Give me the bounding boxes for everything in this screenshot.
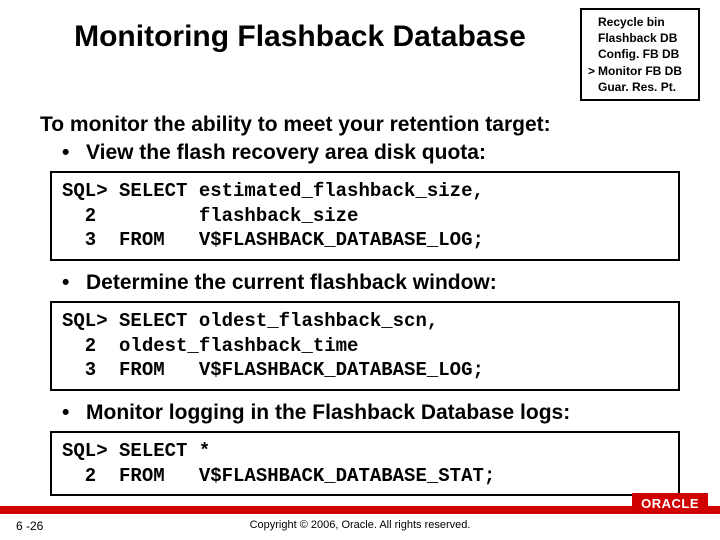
nav-item-recycle-bin: Recycle bin [588, 14, 690, 30]
code-block-3: SQL> SELECT * 2 FROM V$FLASHBACK_DATABAS… [50, 431, 680, 496]
header: Monitoring Flashback Database Recycle bi… [0, 0, 720, 101]
title-wrap: Monitoring Flashback Database [20, 8, 580, 55]
footer-bar [0, 506, 720, 514]
content: To monitor the ability to meet your rete… [0, 101, 720, 497]
nav-item-config-fb-db: Config. FB DB [588, 46, 690, 62]
copyright-text: Copyright © 2006, Oracle. All rights res… [0, 519, 720, 531]
nav-item-monitor-fb-db: >Monitor FB DB [588, 63, 690, 79]
code-block-2: SQL> SELECT oldest_flashback_scn, 2 olde… [50, 301, 680, 391]
bullet-3: •Monitor logging in the Flashback Databa… [62, 401, 690, 425]
slide: Monitoring Flashback Database Recycle bi… [0, 0, 720, 540]
code-block-1: SQL> SELECT estimated_flashback_size, 2 … [50, 171, 680, 261]
nav-item-guar-res-pt: Guar. Res. Pt. [588, 79, 690, 95]
oracle-logo: ORACLE [632, 493, 708, 514]
nav-item-flashback-db: Flashback DB [588, 30, 690, 46]
lead-text: To monitor the ability to meet your rete… [40, 113, 690, 137]
bullet-1: •View the flash recovery area disk quota… [62, 141, 690, 165]
nav-box: Recycle bin Flashback DB Config. FB DB >… [580, 8, 700, 101]
slide-title: Monitoring Flashback Database [20, 20, 580, 55]
bullet-2: •Determine the current flashback window: [62, 271, 690, 295]
footer: 6 -26 Copyright © 2006, Oracle. All righ… [0, 506, 720, 540]
